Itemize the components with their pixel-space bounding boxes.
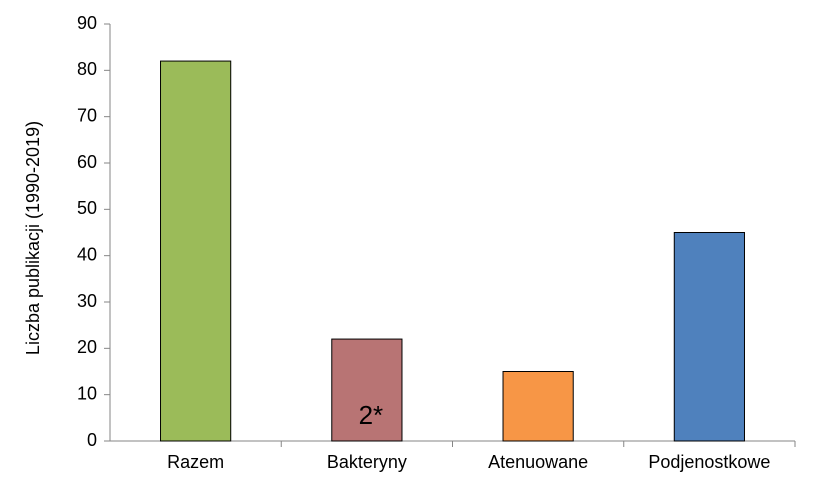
x-tick-label: Razem — [167, 452, 224, 472]
y-tick-label: 80 — [77, 59, 97, 79]
y-tick-label: 20 — [77, 337, 97, 357]
y-axis-label: Liczba publikacji (1990-2019) — [23, 121, 43, 355]
y-tick-label: 60 — [77, 152, 97, 172]
y-tick-label: 30 — [77, 291, 97, 311]
bar — [502, 371, 574, 442]
y-tick-label: 90 — [77, 13, 97, 33]
bar — [331, 338, 403, 442]
y-tick-label: 40 — [77, 244, 97, 264]
annotation: 2* — [359, 400, 384, 430]
y-tick-label: 50 — [77, 198, 97, 218]
y-tick-label: 0 — [87, 430, 97, 450]
bar — [673, 232, 745, 442]
bar — [160, 60, 232, 442]
y-tick-label: 70 — [77, 105, 97, 125]
x-tick-label: Atenuowane — [488, 452, 588, 472]
x-tick-label: Bakteryny — [327, 452, 407, 472]
y-tick-label: 10 — [77, 383, 97, 403]
x-tick-label: Podjenostkowe — [648, 452, 770, 472]
